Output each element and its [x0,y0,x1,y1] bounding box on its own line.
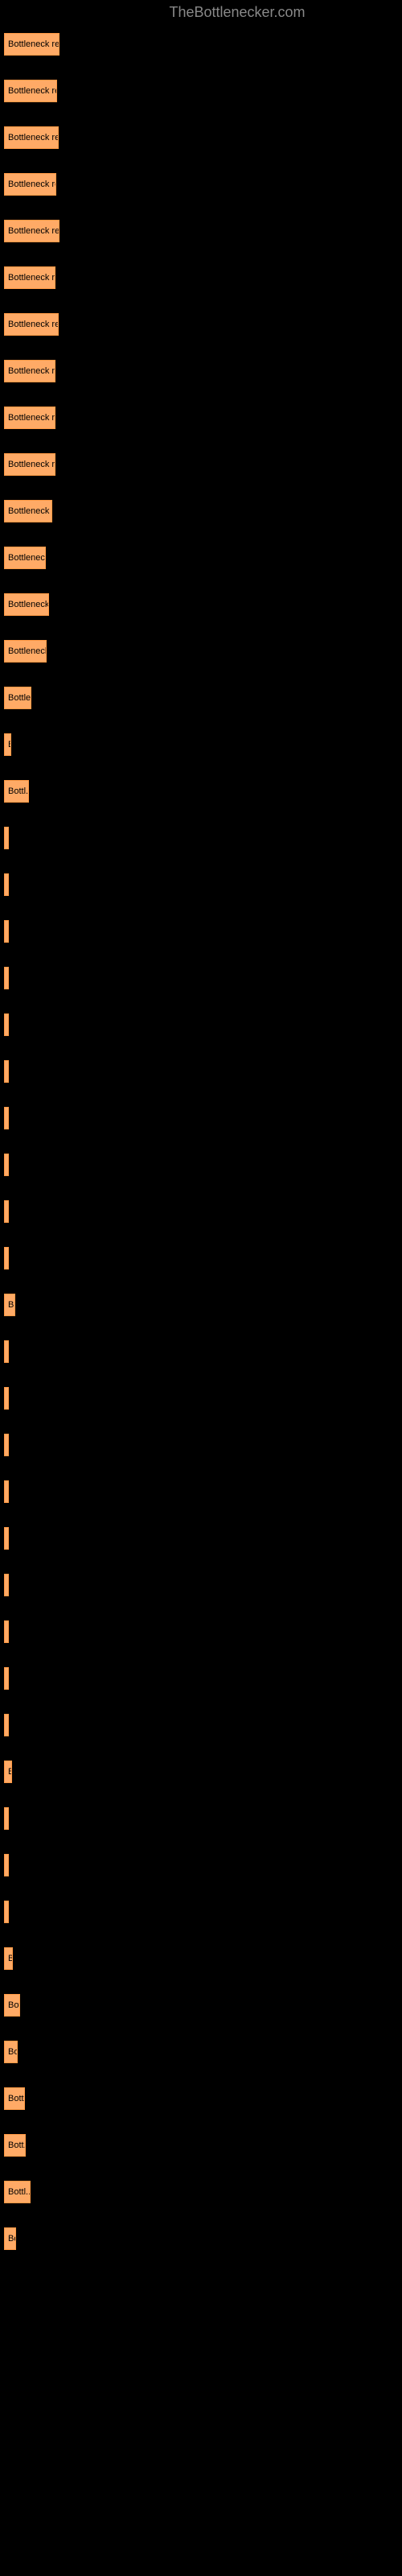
bar-row [4,1340,398,1363]
bar-row: Bott.. [4,2087,398,2110]
bar [4,1667,9,1690]
bar-row: Bottle... [4,687,398,709]
bar-row [4,1200,398,1223]
site-title: TheBottlenecker.com [169,4,305,20]
bar: Bottleneck res.. [4,453,55,476]
bar [4,967,9,989]
bar-row [4,1527,398,1550]
bar-row: Bottleneck r... [4,500,398,522]
bar-row: Bot.. [4,1994,398,2017]
bar-row: Bottleneck res.. [4,407,398,429]
bar-row: Bottleneck res... [4,33,398,56]
bar-row: B. [4,1761,398,1783]
bar-row [4,1107,398,1129]
bar [4,1620,9,1643]
bar-row: Bottleneck... [4,547,398,569]
bar: Bottleneck res.. [4,266,55,289]
bar: Bott... [4,2134,26,2157]
bar: Bottleneck res... [4,220,59,242]
bar-row: Bottleneck... [4,593,398,616]
bar-row: Bottleneck.. [4,640,398,663]
bar [4,1200,9,1223]
bar: B. [4,1947,13,1970]
bar [4,1013,9,1036]
bar: Bottleneck res... [4,126,59,149]
bar [4,1107,9,1129]
bar: Bo.. [4,2227,16,2250]
bar-row [4,1574,398,1596]
bar [4,1574,9,1596]
bar-row: Bottleneck res.. [4,266,398,289]
bar: Bottleneck res... [4,173,56,196]
bar: Bottleneck... [4,547,46,569]
bar-row [4,873,398,896]
bar-row [4,1667,398,1690]
bar-row [4,1154,398,1176]
bar-row: Bo.. [4,2041,398,2063]
bar: B. [4,1761,12,1783]
bar-row: Bottleneck res.. [4,313,398,336]
bar-row [4,1620,398,1643]
bar-row: Bottleneck res... [4,220,398,242]
bar [4,1854,9,1876]
bar-row [4,827,398,849]
bar: B. [4,1294,15,1316]
bar [4,1807,9,1830]
bar-row: Bott... [4,2134,398,2157]
bar-row: B.. [4,733,398,756]
bar [4,1154,9,1176]
bar-row: Bo.. [4,2227,398,2250]
bar-row [4,1714,398,1736]
bar: Bottleneck res.. [4,360,55,382]
bar-row [4,1060,398,1083]
bar-row [4,1807,398,1830]
bar: Bottleneck.. [4,640,47,663]
bar: Bo.. [4,2041,18,2063]
bar: B.. [4,733,11,756]
bar-row: Bottleneck res... [4,126,398,149]
bar [4,1387,9,1410]
bar [4,1340,9,1363]
bar [4,827,9,849]
bar: Bottleneck res.. [4,407,55,429]
bar: Bottleneck... [4,593,49,616]
bar-row [4,1387,398,1410]
bar [4,1247,9,1269]
bar-row [4,1247,398,1269]
page-header: TheBottlenecker.com [72,0,402,25]
bar-row: Bottleneck res.. [4,360,398,382]
bar-row: Bottl... [4,780,398,803]
bar: Bottl... [4,2181,31,2203]
bar-row [4,1013,398,1036]
bar [4,1901,9,1923]
bar [4,1480,9,1503]
bar [4,873,9,896]
bar-row: Bottleneck res... [4,173,398,196]
bar: Bott.. [4,2087,25,2110]
bar: Bottleneck res... [4,80,57,102]
bar-row: B. [4,1947,398,1970]
bar [4,920,9,943]
bar [4,1714,9,1736]
bar [4,1434,9,1456]
bar-row: Bottl... [4,2181,398,2203]
bar: Bottleneck res... [4,33,59,56]
bar-chart: Bottleneck res... Bottleneck res... Bottle… [0,25,402,2282]
bar: Bottleneck res.. [4,313,59,336]
bar: Bottleneck r... [4,500,52,522]
bar-row [4,1480,398,1503]
bar: Bottle... [4,687,31,709]
bar: Bot.. [4,1994,20,2017]
bar-row [4,967,398,989]
bar: Bottl... [4,780,29,803]
bar-row [4,920,398,943]
bar [4,1060,9,1083]
bar [4,1527,9,1550]
bar-row [4,1901,398,1923]
bar-row: Bottleneck res.. [4,453,398,476]
bar-row [4,1434,398,1456]
bar-row: B. [4,1294,398,1316]
bar-row: Bottleneck res... [4,80,398,102]
bar-row [4,1854,398,1876]
